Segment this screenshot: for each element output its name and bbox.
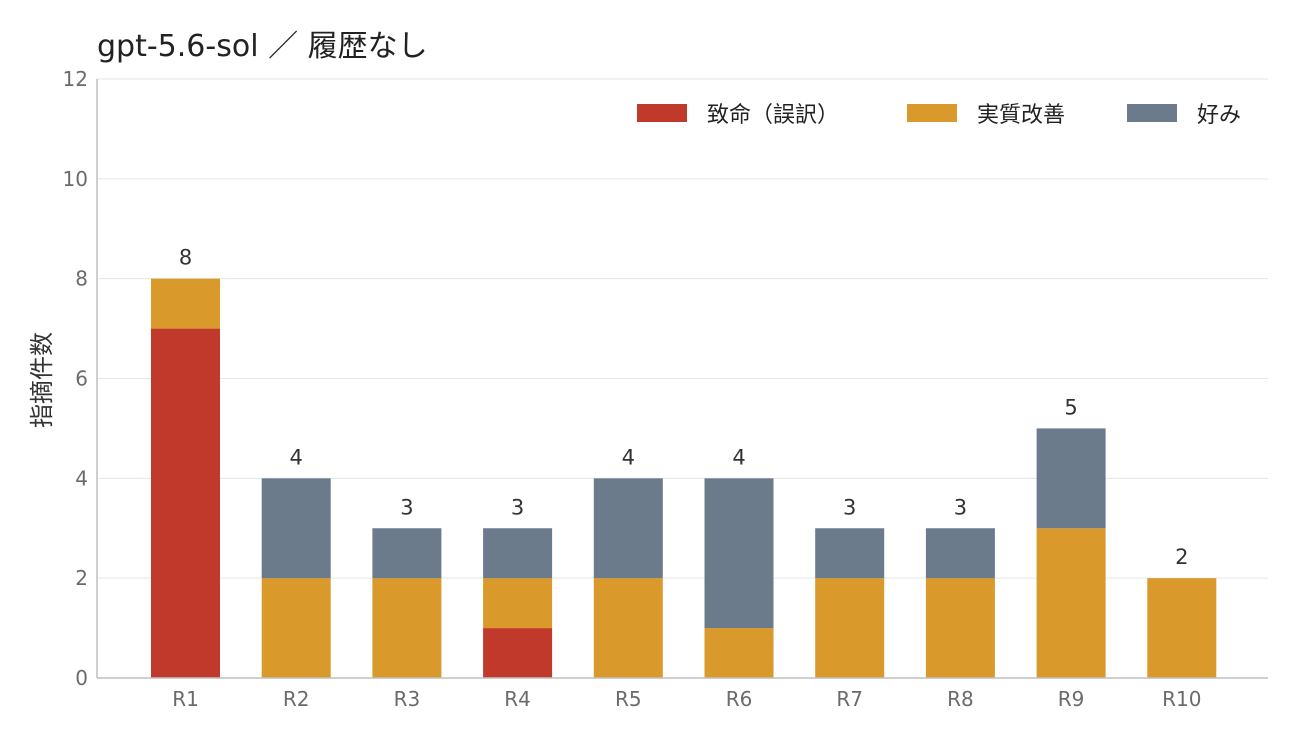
x-tick-label: R4 (504, 687, 531, 711)
y-tick-label: 6 (75, 367, 88, 391)
total-label: 3 (843, 495, 856, 519)
x-tick-label: R10 (1162, 687, 1201, 711)
total-label: 3 (400, 495, 413, 519)
total-label: 4 (732, 445, 745, 469)
y-tick-label: 10 (63, 167, 88, 191)
bar-segment-r9-series-1 (1036, 528, 1106, 678)
bar-segment-r8-series-2 (925, 528, 995, 579)
total-label: 4 (622, 445, 635, 469)
total-label: 8 (179, 246, 192, 270)
x-tick-label: R3 (394, 687, 421, 711)
x-tick-label: R7 (836, 687, 863, 711)
total-label: 3 (954, 495, 967, 519)
x-tick-labels: R1 R2 R3 R4 R5 R6 R7 R8 R9 R10 (172, 687, 1201, 711)
bar-segment-r4-series-0 (483, 628, 553, 678)
y-tick-labels: 0 2 4 6 8 10 12 (63, 67, 88, 690)
y-tick-label: 0 (75, 666, 88, 690)
legend-label: 致命（誤訳） (707, 103, 839, 128)
bar-segment-r1-series-0 (151, 328, 220, 678)
bar-segment-r4-series-2 (483, 528, 553, 579)
bar-segment-r5-series-1 (593, 578, 663, 678)
bar-segment-r10-series-1 (1147, 578, 1217, 678)
chart-title: gpt-5.6-sol ／ 履歴なし (97, 29, 428, 64)
bar-segment-r7-series-2 (815, 528, 885, 579)
x-tick-label: R9 (1058, 687, 1085, 711)
y-tick-label: 2 (75, 566, 88, 590)
legend-label: 好み (1197, 103, 1241, 128)
x-tick-label: R6 (726, 687, 753, 711)
total-label: 2 (1175, 545, 1188, 569)
legend-swatch (907, 104, 957, 122)
legend-label: 実質改善 (977, 103, 1065, 128)
bar-segment-r2-series-1 (261, 578, 331, 678)
bar-segment-r5-series-2 (593, 478, 663, 579)
y-tick-label: 12 (63, 67, 88, 91)
bar-segment-r9-series-2 (1036, 428, 1106, 529)
x-tick-label: R8 (947, 687, 974, 711)
bar-segment-r4-series-1 (483, 578, 553, 629)
bar-segment-r3-series-2 (372, 528, 442, 579)
y-tick-label: 8 (75, 267, 88, 291)
x-tick-label: R2 (283, 687, 310, 711)
total-label: 5 (1064, 395, 1077, 419)
bar-segment-r6-series-2 (704, 478, 774, 629)
bar-segment-r1-series-1 (151, 278, 220, 329)
bar-segment-r7-series-1 (815, 578, 885, 678)
axes (96, 79, 1268, 679)
total-label: 3 (511, 495, 524, 519)
bars (151, 278, 1217, 678)
y-tick-label: 4 (75, 466, 88, 490)
bar-segment-r8-series-1 (925, 578, 995, 678)
x-tick-label: R5 (615, 687, 642, 711)
bar-segment-r3-series-1 (372, 578, 442, 678)
total-labels: 8 4 3 3 4 4 3 3 5 2 (179, 246, 1189, 570)
bar-segment-r6-series-1 (704, 628, 774, 678)
legend: 致命（誤訳） 実質改善 好み (637, 103, 1241, 128)
x-tick-label: R1 (172, 687, 199, 711)
bar-segment-r2-series-2 (261, 478, 331, 579)
y-axis-label: 指摘件数 (28, 332, 56, 428)
total-label: 4 (290, 445, 303, 469)
legend-swatch (637, 104, 687, 122)
legend-swatch (1127, 104, 1177, 122)
